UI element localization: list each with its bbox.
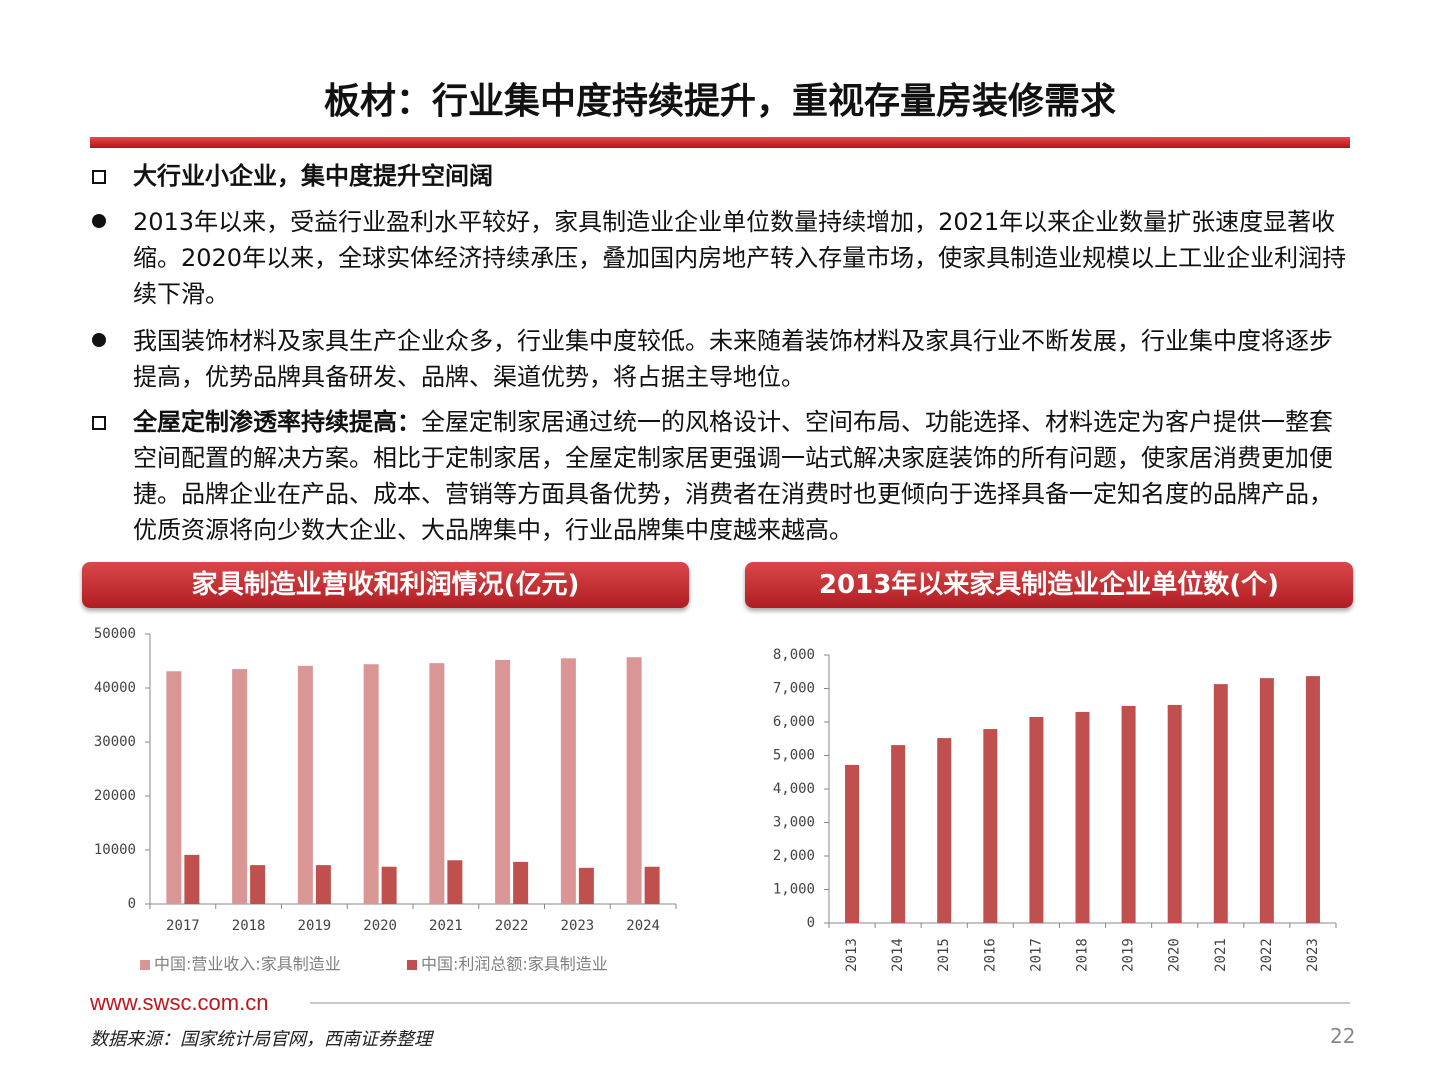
bar: [1259, 678, 1274, 923]
y-tick-label: 8,000: [773, 647, 815, 663]
footer-site: www.swsc.com.cn: [90, 990, 269, 1015]
bar: [495, 659, 511, 904]
bar: [560, 658, 576, 904]
x-tick-label: 2017: [166, 918, 200, 934]
bullet-text: 大行业小企业，集中度提升空间阔: [133, 162, 493, 190]
bar: [513, 861, 529, 904]
bar: [578, 867, 594, 904]
y-tick-label: 7,000: [773, 681, 815, 697]
x-tick-label: 2023: [561, 918, 595, 934]
x-tick-label: 2021: [429, 918, 463, 934]
x-tick-label: 2015: [936, 938, 952, 972]
x-tick-label: 2017: [1028, 938, 1044, 972]
bullet-body: 全屋定制家居通过统一的风格设计、空间布局、功能选择、材料选定为客户提供一整套空间…: [133, 408, 1333, 544]
y-tick-label: 5,000: [773, 748, 815, 764]
x-tick-label: 2023: [1305, 938, 1321, 972]
x-tick-label: 2018: [1075, 938, 1091, 972]
legend-label: 中国:营业收入:家具制造业: [154, 955, 341, 974]
x-tick-label: 2016: [982, 938, 998, 972]
dot-bullet: [92, 214, 106, 228]
y-tick-label: 2,000: [773, 848, 815, 864]
x-tick-label: 2024: [626, 918, 660, 934]
bullet-text: 我国装饰材料及家具生产企业众多，行业集中度较低。未来随着装饰材料及家具行业不断发…: [133, 327, 1333, 391]
y-tick-label: 50000: [94, 626, 136, 642]
bullet-text: 2013年以来，受益行业盈利水平较好，家具制造业企业单位数量持续增加，2021年…: [133, 208, 1347, 308]
square-bullet: [92, 170, 106, 184]
bar: [644, 866, 660, 904]
bar: [250, 865, 266, 904]
y-tick-label: 4,000: [773, 781, 815, 797]
bar: [845, 764, 860, 923]
bar: [381, 866, 397, 904]
x-tick-label: 2021: [1213, 938, 1229, 972]
bar: [1305, 676, 1320, 923]
bar: [1029, 716, 1044, 923]
square-bullet: [92, 416, 106, 430]
dot-bullet: [92, 333, 106, 347]
y-tick-label: 10000: [94, 842, 136, 858]
bar: [166, 671, 182, 904]
y-tick-label: 40000: [94, 680, 136, 696]
bar: [297, 665, 313, 904]
slide-title: 板材：行业集中度持续提升，重视存量房装修需求: [323, 81, 1116, 122]
y-tick-label: 0: [807, 915, 815, 931]
bar: [447, 860, 463, 904]
x-tick-label: 2020: [1167, 938, 1183, 972]
legend-swatch: [140, 960, 150, 970]
bullet-lead: 全屋定制渗透率持续提高：: [133, 408, 421, 436]
chart-title: 家具制造业营收和利润情况(亿元): [82, 562, 689, 608]
bar: [626, 657, 642, 904]
x-tick-label: 2022: [1259, 938, 1275, 972]
y-tick-label: 6,000: [773, 714, 815, 730]
bar: [315, 865, 331, 904]
bar: [1167, 704, 1182, 923]
x-tick-label: 2022: [495, 918, 529, 934]
title-bar: [90, 137, 1350, 148]
bar: [429, 663, 445, 904]
y-tick-label: 3,000: [773, 815, 815, 831]
bar: [1213, 684, 1228, 923]
bar: [232, 669, 248, 904]
legend-swatch: [407, 960, 417, 970]
legend-label: 中国:利润总额:家具制造业: [421, 955, 608, 974]
y-tick-label: 1,000: [773, 882, 815, 898]
x-tick-label: 2019: [298, 918, 332, 934]
bar: [1121, 705, 1136, 923]
x-tick-label: 2014: [890, 938, 906, 972]
bar: [184, 854, 200, 904]
bar: [937, 738, 952, 923]
footer-source: 数据来源：国家统计局官网，西南证券整理: [90, 1029, 432, 1050]
y-tick-label: 20000: [94, 788, 136, 804]
bar: [1075, 711, 1090, 923]
bar: [891, 745, 906, 923]
y-tick-label: 0: [128, 896, 136, 912]
bar: [363, 664, 379, 904]
chart-title: 2013年以来家具制造业企业单位数(个): [745, 562, 1353, 608]
bullet-text: 全屋定制渗透率持续提高：全屋定制家居通过统一的风格设计、空间布局、功能选择、材料…: [133, 404, 1353, 548]
x-tick-label: 2019: [1121, 938, 1137, 972]
page-number: 22: [1330, 1024, 1356, 1048]
y-tick-label: 30000: [94, 734, 136, 750]
x-tick-label: 2013: [844, 938, 860, 972]
x-tick-label: 2020: [363, 918, 397, 934]
x-tick-label: 2018: [232, 918, 266, 934]
bar: [983, 729, 998, 923]
